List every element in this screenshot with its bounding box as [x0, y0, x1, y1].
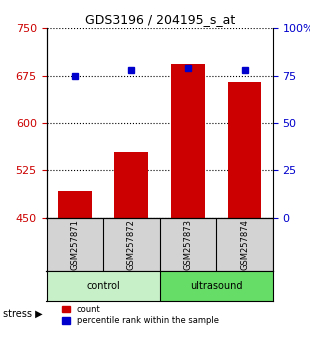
Bar [46, 271, 160, 301]
Bar [58, 191, 92, 218]
Legend: count, percentile rank within the sample: count, percentile rank within the sample [62, 305, 219, 325]
Text: GSM257871: GSM257871 [70, 219, 79, 270]
Bar [171, 64, 205, 218]
Title: GDS3196 / 204195_s_at: GDS3196 / 204195_s_at [85, 13, 235, 26]
Text: GSM257873: GSM257873 [184, 219, 193, 270]
Text: stress ▶: stress ▶ [3, 308, 43, 318]
Text: ultrasound: ultrasound [190, 281, 242, 291]
Text: control: control [86, 281, 120, 291]
Text: GSM257872: GSM257872 [127, 219, 136, 270]
Text: GSM257874: GSM257874 [240, 219, 249, 270]
Bar [160, 271, 273, 301]
Bar [114, 152, 148, 218]
Bar [228, 82, 262, 218]
